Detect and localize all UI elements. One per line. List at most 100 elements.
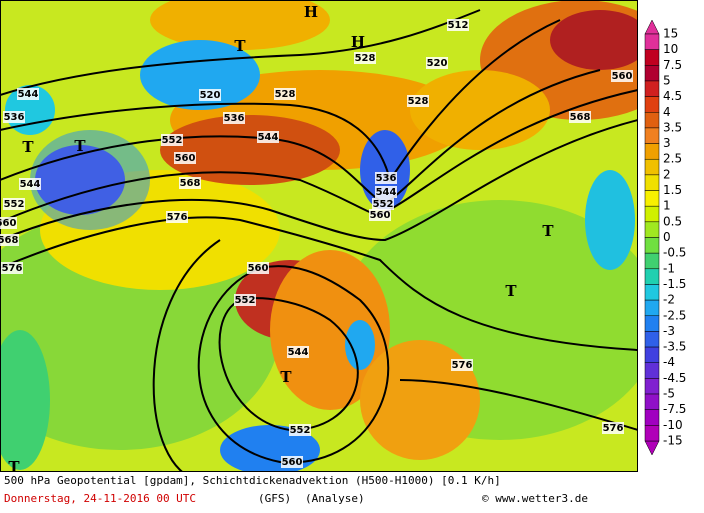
- pressure-center: T: [280, 368, 292, 386]
- legend-label: 0: [663, 230, 671, 244]
- contour-label: 552: [373, 199, 394, 210]
- contour-label-bg: [274, 88, 296, 100]
- contour-label: 544: [18, 89, 39, 100]
- footer-run: (Analyse): [305, 492, 365, 505]
- contour-label-bg: [0, 234, 19, 246]
- contour-label: 552: [235, 295, 256, 306]
- legend-label: -4.5: [663, 371, 686, 385]
- contour-label: 568: [180, 178, 201, 189]
- contour-label: 552: [162, 135, 183, 146]
- contour-label-bg: [375, 172, 397, 184]
- legend-swatch: [644, 409, 660, 426]
- legend-label: -5: [663, 387, 675, 401]
- legend-label: -10: [663, 418, 683, 432]
- contour-label: 560: [248, 263, 269, 274]
- contours: [0, 9, 638, 472]
- contour-label-bg: [372, 198, 394, 210]
- legend-swatch: [644, 190, 660, 207]
- contour-label: 544: [376, 187, 397, 198]
- pressure-center: H: [351, 33, 365, 51]
- contour-label-bg: [234, 294, 256, 306]
- contour-label: 536: [376, 173, 397, 184]
- contour-label: 576: [167, 212, 188, 223]
- contour-label-bg: [166, 211, 188, 223]
- contour-label-bg: [407, 95, 429, 107]
- legend-swatch: [644, 80, 660, 97]
- legend-swatch: [644, 221, 660, 238]
- contour-label-bg: [375, 186, 397, 198]
- legend-label: -3: [663, 324, 675, 338]
- contour-label-bg: [3, 111, 25, 123]
- pressure-center: T: [234, 37, 246, 55]
- contour-label: 576: [2, 263, 23, 274]
- contour-label-bg: [19, 178, 41, 190]
- contour-label-bg: [447, 19, 469, 31]
- contour-label: 544: [288, 347, 309, 358]
- legend-label: 15: [663, 27, 678, 41]
- legend-swatch: [644, 362, 660, 379]
- legend-swatch: [644, 331, 660, 348]
- contour-label: 528: [408, 96, 429, 107]
- contour-label-bg: [1, 262, 23, 274]
- contour-label: 552: [4, 199, 25, 210]
- legend-label: -15: [663, 434, 683, 448]
- legend-swatch: [644, 127, 660, 144]
- pressure-center: T: [74, 137, 86, 155]
- legend-label: 2: [663, 167, 671, 181]
- legend-swatch: [644, 252, 660, 270]
- contour-label-bg: [17, 88, 39, 100]
- legend-label: 3: [663, 136, 671, 150]
- pressure-center: T: [542, 222, 554, 240]
- contour-label-bg: [602, 422, 624, 434]
- legend-tip: [644, 19, 660, 35]
- contour-label-bg: [451, 359, 473, 371]
- legend-label: -7.5: [663, 402, 686, 416]
- legend-label: 0.5: [663, 214, 682, 228]
- legend-swatch: [644, 346, 660, 363]
- legend-label: -1: [663, 261, 675, 275]
- footer-credit: © www.wetter3.de: [482, 492, 588, 505]
- legend-label: 7.5: [663, 58, 682, 72]
- contour-label: 552: [290, 425, 311, 436]
- contour-label: 536: [4, 112, 25, 123]
- contour-label-bg: [281, 456, 303, 468]
- contour-label-bg: [0, 217, 17, 229]
- contour-label: 568: [0, 235, 18, 246]
- contour-label: 544: [20, 179, 41, 190]
- contour-label: 512: [448, 20, 469, 31]
- contour-label-bg: [287, 346, 309, 358]
- legend-tip: [644, 440, 660, 456]
- legend-swatch: [644, 65, 660, 82]
- legend-swatch: [644, 284, 660, 301]
- contour-label-bg: [257, 131, 279, 143]
- legend-swatch: [644, 143, 660, 160]
- contour-label: 520: [427, 58, 448, 69]
- legend-label: 4: [663, 105, 671, 119]
- map-field: [0, 0, 638, 472]
- legend-swatch: [644, 158, 660, 176]
- pressure-center: T: [505, 282, 517, 300]
- legend-label: 5: [663, 73, 671, 87]
- contour-label-bg: [174, 152, 196, 164]
- legend-swatch: [644, 315, 660, 332]
- contour-label-bg: [247, 262, 269, 274]
- legend-label: -2.5: [663, 308, 686, 322]
- pressure-center: T: [8, 458, 20, 476]
- contour-label-bg: [426, 57, 448, 69]
- contour-label: 576: [603, 423, 624, 434]
- contour-label: 528: [355, 53, 376, 64]
- legend-swatch: [644, 96, 660, 113]
- legend-swatch: [644, 393, 660, 410]
- contour-label: 560: [175, 153, 196, 164]
- contour-label: 560: [282, 457, 303, 468]
- footer-model: (GFS): [258, 492, 291, 505]
- contour-label-bg: [611, 70, 633, 82]
- contour-label: 560: [370, 210, 391, 221]
- legend-swatch: [644, 174, 660, 191]
- contour-label: 576: [452, 360, 473, 371]
- contour-label-bg: [179, 177, 201, 189]
- contour-label-bg: [223, 112, 245, 124]
- contour-label: 520: [200, 90, 221, 101]
- contour-label: 568: [570, 112, 591, 123]
